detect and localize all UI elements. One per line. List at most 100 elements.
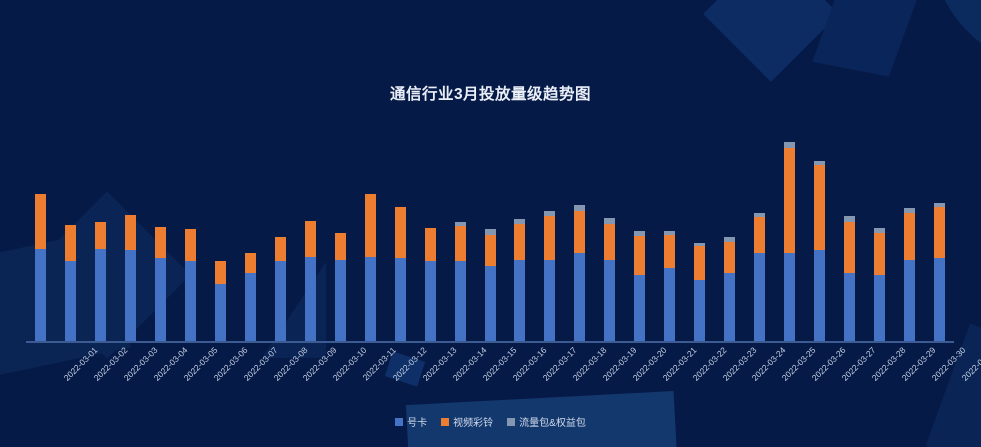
legend-label: 视频彩铃: [453, 418, 494, 429]
bar-segment-流量包&权益包: [574, 205, 586, 211]
bar-segment-视频彩铃: [753, 217, 765, 253]
bar-segment-视频彩铃: [334, 232, 346, 261]
bar-segment-视频彩铃: [424, 228, 436, 262]
bar-segment-号卡: [694, 280, 706, 341]
bar-segment-号卡: [274, 261, 286, 341]
bar-segment-流量包&权益包: [903, 208, 915, 213]
decorative-wedge-shape: [812, 0, 930, 77]
legend-item-视频彩铃[interactable]: 视频彩铃: [441, 414, 493, 429]
bar-segment-号卡: [185, 261, 197, 341]
bar-segment-流量包&权益包: [514, 219, 526, 224]
bar-2022-03-17[interactable]: [514, 219, 526, 341]
bar-2022-03-25[interactable]: [753, 212, 765, 341]
bar-segment-号卡: [634, 274, 646, 341]
bar-2022-03-13[interactable]: [394, 207, 406, 341]
bar-2022-03-20[interactable]: [604, 218, 616, 341]
bar-segment-视频彩铃: [514, 223, 526, 261]
bar-segment-视频彩铃: [544, 216, 556, 261]
bar-2022-03-27[interactable]: [813, 160, 825, 341]
bar-segment-号卡: [125, 250, 137, 341]
bar-2022-03-02[interactable]: [65, 225, 77, 341]
legend-label: 流量包&权益包: [519, 418, 586, 429]
bar-segment-号卡: [723, 272, 735, 341]
bar-2022-03-07[interactable]: [215, 261, 227, 341]
bar-segment-视频彩铃: [304, 220, 316, 258]
bar-segment-号卡: [933, 258, 945, 341]
bar-segment-号卡: [95, 249, 107, 341]
x-axis-tick-labels: 2022-03-01 2022-03-02 2022-03-03 2022-03-04…: [26, 345, 981, 415]
bar-segment-号卡: [454, 261, 466, 341]
bar-2022-03-15[interactable]: [454, 221, 466, 341]
bar-segment-视频彩铃: [215, 261, 227, 284]
decorative-chevron-shape: [703, 0, 839, 82]
bar-segment-号卡: [484, 265, 496, 341]
bar-2022-03-21[interactable]: [634, 230, 646, 341]
bar-segment-号卡: [364, 257, 376, 341]
bar-segment-流量包&权益包: [454, 221, 466, 227]
bar-2022-03-30[interactable]: [903, 208, 915, 341]
bar-segment-号卡: [334, 260, 346, 341]
bar-2022-03-26[interactable]: [783, 142, 795, 341]
bar-segment-号卡: [394, 258, 406, 341]
chart-legend: 号卡 视频彩铃 流量包&权益包: [0, 414, 981, 429]
bar-2022-03-18[interactable]: [544, 210, 556, 341]
bar-segment-视频彩铃: [454, 226, 466, 262]
bar-2022-03-28[interactable]: [843, 216, 855, 341]
decorative-arc-shape: [930, 0, 981, 70]
bar-segment-流量包&权益包: [604, 218, 616, 224]
bar-segment-流量包&权益包: [843, 216, 855, 222]
legend-item-号卡[interactable]: 号卡: [395, 414, 427, 429]
bar-2022-03-16[interactable]: [484, 229, 496, 341]
legend-swatch-icon: [441, 417, 450, 426]
bar-segment-视频彩铃: [185, 229, 197, 262]
bar-segment-流量包&权益包: [933, 202, 945, 208]
bar-2022-03-31[interactable]: [933, 202, 945, 341]
bar-segment-视频彩铃: [274, 237, 286, 262]
bar-2022-03-22[interactable]: [664, 230, 676, 341]
bar-2022-03-08[interactable]: [245, 252, 257, 341]
bar-segment-视频彩铃: [873, 232, 885, 275]
bar-segment-流量包&权益包: [813, 160, 825, 166]
bar-segment-视频彩铃: [664, 234, 676, 269]
bar-2022-03-10[interactable]: [304, 220, 316, 341]
bar-segment-视频彩铃: [604, 223, 616, 261]
bar-segment-流量包&权益包: [783, 142, 795, 148]
bar-segment-视频彩铃: [694, 245, 706, 281]
bar-segment-号卡: [813, 250, 825, 341]
bar-segment-流量包&权益包: [873, 228, 885, 233]
bar-segment-流量包&权益包: [664, 230, 676, 235]
bar-2022-03-11[interactable]: [334, 232, 346, 341]
bar-2022-03-05[interactable]: [155, 227, 167, 341]
bar-segment-号卡: [215, 283, 227, 341]
bar-segment-流量包&权益包: [544, 210, 556, 217]
bar-segment-视频彩铃: [65, 225, 77, 262]
bar-segment-视频彩铃: [245, 252, 257, 273]
legend-label: 号卡: [407, 418, 428, 429]
bar-segment-号卡: [514, 260, 526, 341]
bar-2022-03-06[interactable]: [185, 229, 197, 341]
bar-segment-号卡: [304, 257, 316, 341]
bar-segment-视频彩铃: [364, 194, 376, 258]
bar-2022-03-29[interactable]: [873, 228, 885, 341]
bar-2022-03-19[interactable]: [574, 205, 586, 341]
bar-2022-03-24[interactable]: [723, 237, 735, 341]
bar-segment-号卡: [155, 258, 167, 341]
bar-segment-号卡: [424, 261, 436, 341]
bar-segment-视频彩铃: [903, 212, 915, 261]
bar-2022-03-23[interactable]: [694, 242, 706, 341]
bar-segment-号卡: [65, 261, 77, 341]
plot-area: [26, 120, 954, 341]
bar-segment-号卡: [873, 274, 885, 341]
bar-2022-03-01[interactable]: [35, 194, 47, 341]
bar-2022-03-12[interactable]: [364, 194, 376, 341]
bar-2022-03-14[interactable]: [424, 228, 436, 341]
legend-item-流量包&权益包[interactable]: 流量包&权益包: [507, 414, 586, 429]
bar-segment-视频彩铃: [843, 221, 855, 273]
bar-segment-号卡: [544, 260, 556, 341]
bar-2022-03-03[interactable]: [95, 221, 107, 341]
bar-segment-号卡: [664, 268, 676, 341]
bar-2022-03-04[interactable]: [125, 215, 137, 341]
bar-segment-视频彩铃: [125, 215, 137, 251]
bar-2022-03-09[interactable]: [274, 237, 286, 341]
